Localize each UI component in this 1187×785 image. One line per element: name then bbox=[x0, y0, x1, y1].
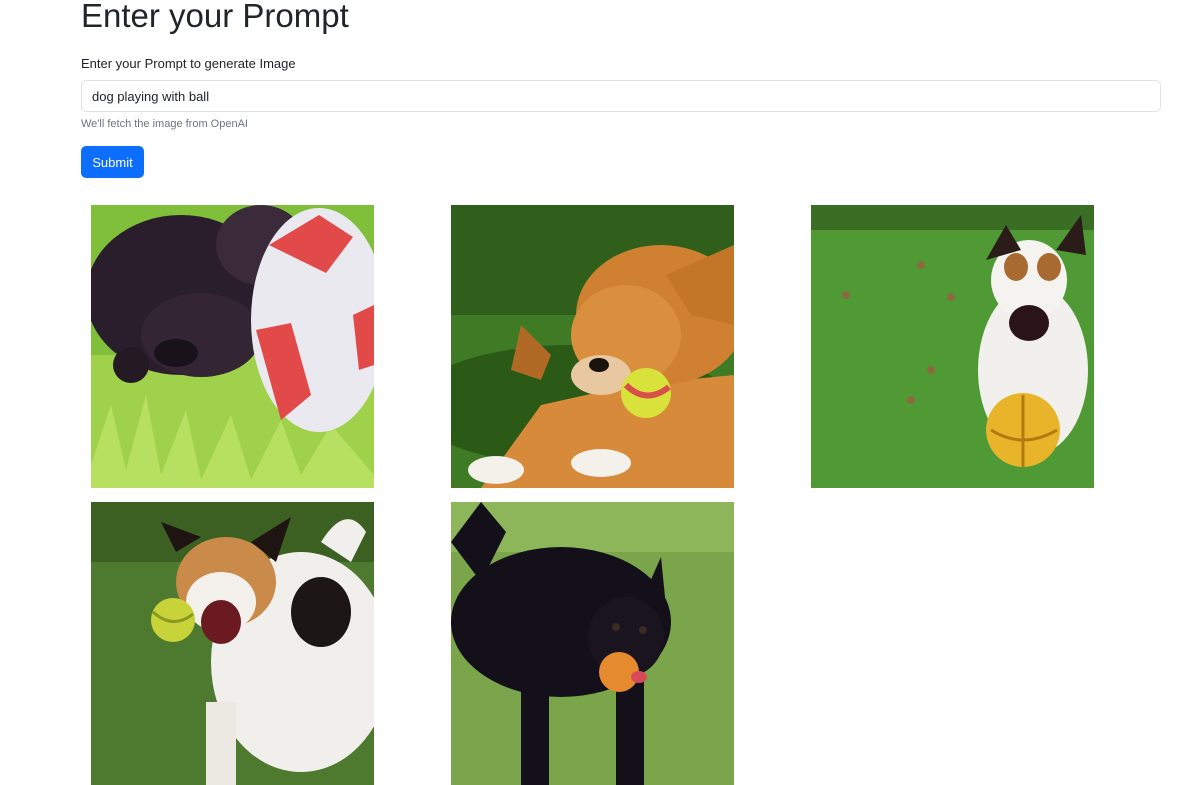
dog-image-4 bbox=[91, 502, 374, 785]
prompt-input[interactable] bbox=[81, 80, 1161, 112]
submit-button[interactable]: Submit bbox=[81, 146, 144, 178]
dog-image-3 bbox=[811, 205, 1094, 488]
generated-image-1[interactable] bbox=[91, 205, 374, 488]
generated-image-5[interactable] bbox=[451, 502, 734, 785]
prompt-help-text: We'll fetch the image from OpenAI bbox=[81, 118, 248, 130]
prompt-label: Enter your Prompt to generate Image bbox=[81, 56, 296, 71]
generated-image-3[interactable] bbox=[811, 205, 1094, 488]
generated-image-4[interactable] bbox=[91, 502, 374, 785]
dog-image-2 bbox=[451, 205, 734, 488]
dog-image-1 bbox=[91, 205, 374, 488]
page-title: Enter your Prompt bbox=[81, 0, 349, 34]
dog-image-5 bbox=[451, 502, 734, 785]
generated-image-2[interactable] bbox=[451, 205, 734, 488]
